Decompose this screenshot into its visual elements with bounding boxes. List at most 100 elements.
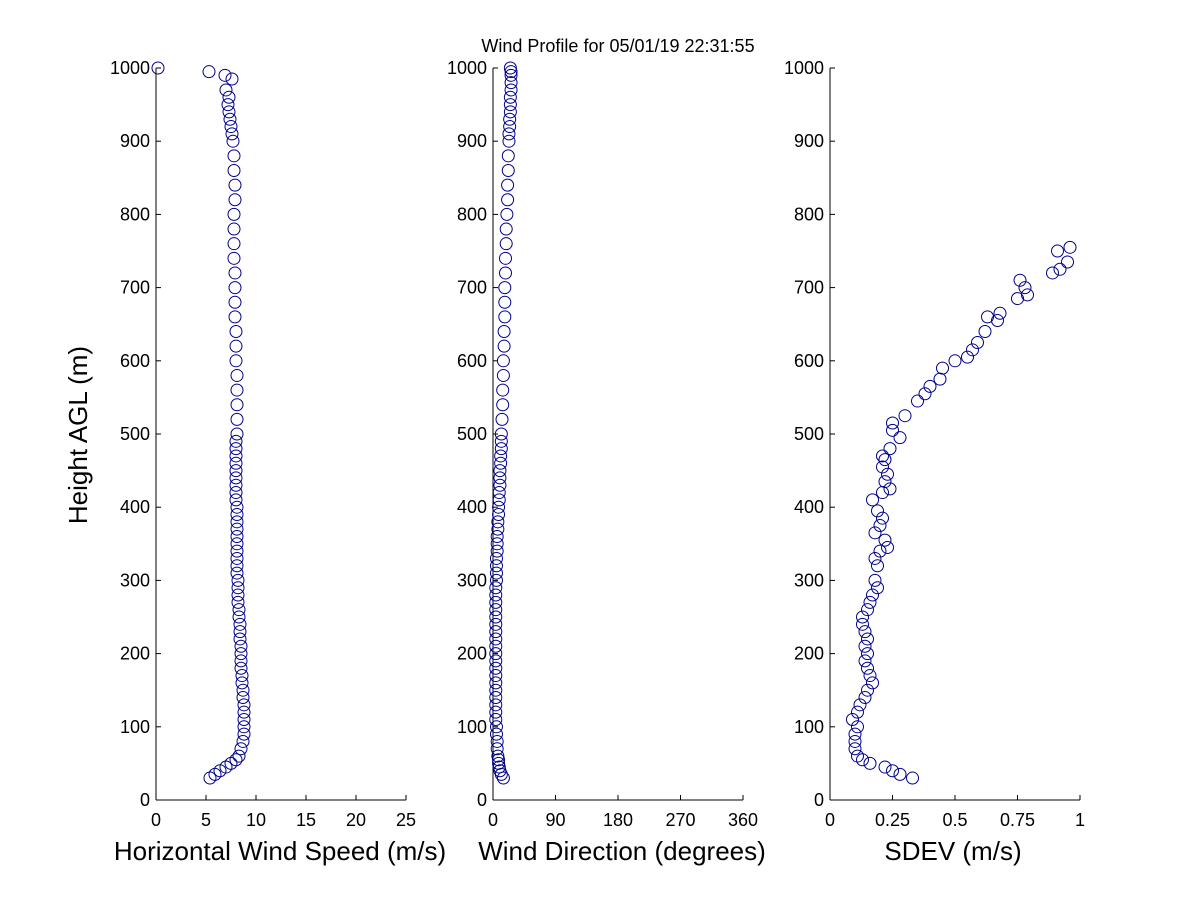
data-point: [492, 486, 506, 500]
data-point: [878, 760, 892, 774]
data-point: [226, 134, 240, 148]
data-point: [948, 354, 962, 368]
data-point: [856, 610, 869, 624]
data-point: [493, 471, 507, 485]
y-axis-label: Height AGL (m): [63, 346, 93, 524]
data-point: [230, 508, 244, 522]
data-point: [504, 83, 518, 97]
data-point: [230, 383, 244, 397]
data-point: [848, 742, 862, 756]
y-tick-label: 500: [120, 424, 150, 444]
data-point: [232, 610, 246, 624]
data-point: [876, 460, 889, 474]
data-point: [878, 475, 892, 489]
x-tick-label: 0.25: [875, 810, 910, 830]
data-point: [878, 453, 892, 467]
data-point: [227, 222, 241, 236]
data-point: [489, 691, 503, 705]
data-point: [893, 431, 907, 445]
series-markers: [151, 61, 251, 785]
data-point: [237, 720, 251, 734]
data-point: [151, 61, 165, 75]
y-tick-label: 500: [457, 424, 487, 444]
data-point: [1046, 266, 1059, 280]
data-point: [230, 537, 244, 551]
x-axis-label-speed: Horizontal Wind Speed (m/s): [114, 836, 446, 866]
data-point: [229, 325, 243, 339]
y-tick-label: 300: [120, 570, 150, 590]
data-point: [229, 456, 243, 470]
data-point: [495, 412, 509, 426]
data-point: [229, 493, 243, 507]
y-tick-label: 300: [794, 570, 824, 590]
data-point: [489, 683, 503, 697]
y-tick-label: 0: [814, 790, 824, 810]
data-point: [866, 588, 879, 602]
data-point: [494, 427, 508, 441]
data-point: [235, 669, 249, 683]
data-point: [489, 573, 503, 587]
data-point: [234, 661, 248, 675]
data-point: [1063, 240, 1077, 254]
data-point: [236, 734, 250, 748]
y-tick-label: 400: [794, 497, 824, 517]
data-point: [503, 120, 517, 134]
data-point: [225, 127, 239, 141]
data-point: [234, 639, 248, 653]
data-point: [499, 266, 512, 280]
data-point: [993, 306, 1007, 320]
data-point: [229, 354, 243, 368]
data-point: [501, 163, 515, 177]
data-point: [222, 90, 236, 104]
data-point: [504, 68, 518, 82]
data-point: [501, 178, 515, 192]
data-point: [232, 749, 246, 763]
y-tick-label: 900: [120, 131, 150, 151]
data-point: [873, 519, 887, 532]
series-markers: [489, 61, 518, 785]
data-point: [504, 76, 518, 90]
y-tick-label: 700: [120, 278, 150, 298]
data-point: [871, 581, 884, 595]
data-point: [906, 771, 919, 785]
data-point: [499, 251, 512, 265]
x-tick-label: 1: [1075, 810, 1085, 830]
data-point: [502, 134, 516, 148]
data-point: [893, 767, 907, 781]
data-point: [489, 595, 503, 609]
data-point: [492, 500, 506, 514]
data-point: [918, 387, 932, 401]
data-point: [886, 416, 899, 430]
data-point: [863, 669, 877, 683]
data-point: [228, 281, 242, 295]
data-point: [489, 676, 503, 690]
data-point: [846, 712, 859, 726]
data-point: [491, 515, 505, 529]
data-point: [991, 314, 1004, 328]
data-point: [1013, 273, 1027, 287]
data-point: [978, 325, 992, 339]
data-point: [234, 742, 248, 756]
y-tick-label: 600: [457, 351, 487, 371]
data-point: [858, 625, 872, 639]
data-point: [493, 464, 507, 478]
x-axis-label-direction: Wind Direction (degrees): [478, 836, 766, 866]
data-point: [219, 83, 233, 97]
x-tick-label: 0: [825, 810, 835, 830]
data-point: [881, 540, 894, 554]
data-point: [499, 222, 513, 236]
data-point: [227, 163, 241, 177]
data-point: [883, 482, 897, 496]
data-point: [496, 354, 510, 368]
data-point: [490, 734, 504, 748]
y-tick-label: 900: [457, 131, 487, 151]
data-point: [1021, 288, 1034, 302]
data-point: [236, 691, 250, 705]
data-point: [886, 423, 899, 437]
x-tick-label: 5: [201, 810, 211, 830]
y-tick-label: 300: [457, 570, 487, 590]
y-tick-label: 900: [794, 131, 824, 151]
y-tick-label: 1000: [784, 58, 824, 78]
